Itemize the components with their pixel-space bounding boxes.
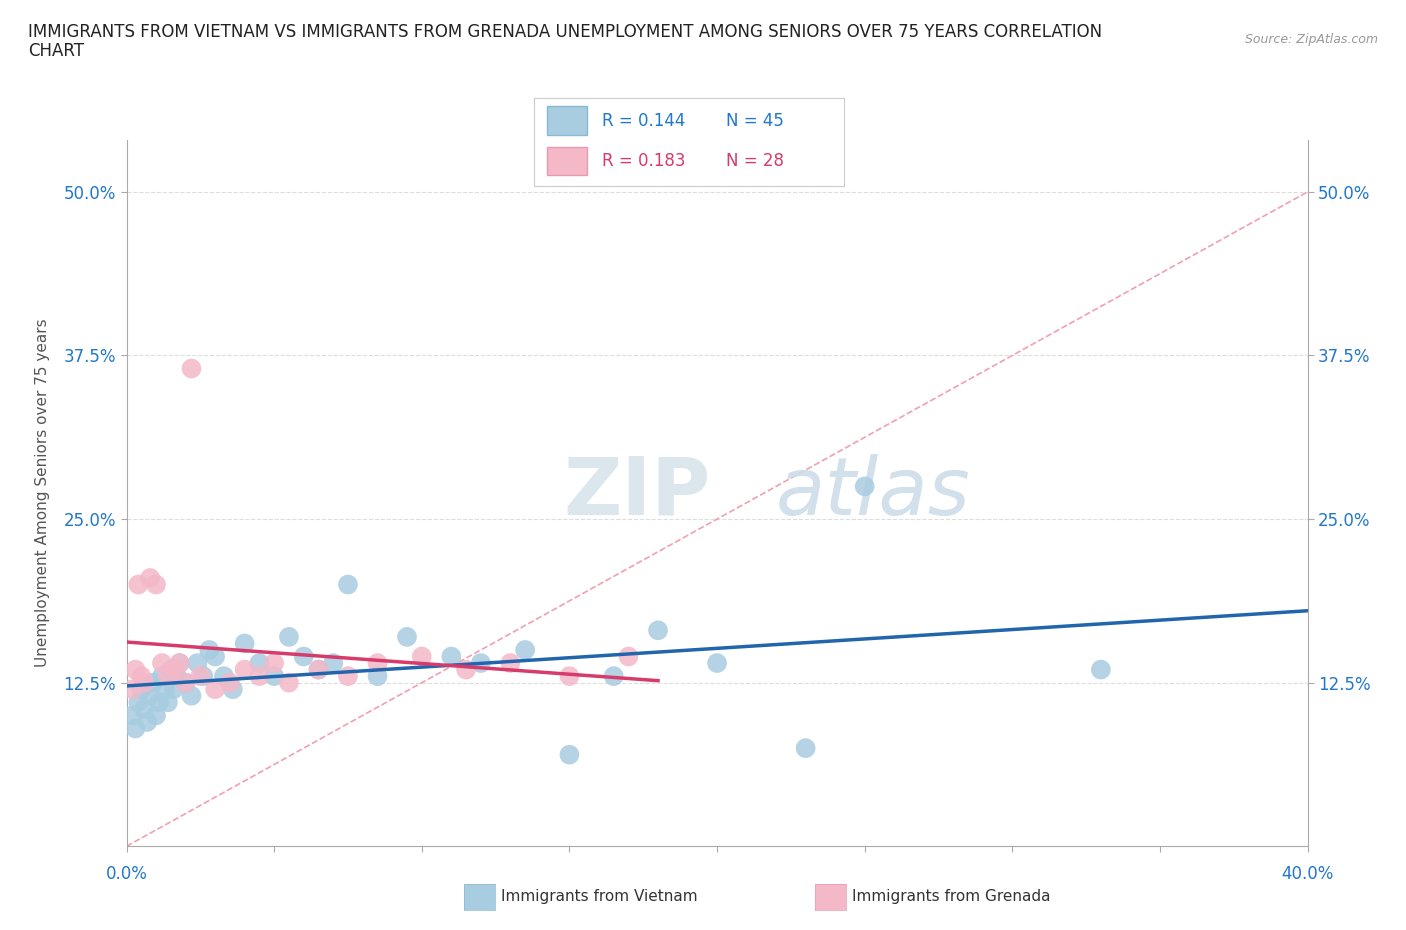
Text: 40.0%: 40.0%: [1281, 865, 1334, 883]
Text: atlas: atlas: [776, 454, 972, 532]
Point: [278, 630, 301, 644]
Point: [263, 669, 285, 684]
Point: [188, 669, 211, 684]
Point: [136, 714, 159, 729]
Point: [198, 643, 221, 658]
Point: [156, 695, 179, 710]
Point: [142, 675, 165, 690]
Text: Immigrants from Grenada: Immigrants from Grenada: [852, 889, 1050, 904]
Point: [1090, 662, 1112, 677]
FancyBboxPatch shape: [547, 107, 586, 135]
Point: [233, 636, 256, 651]
Point: [124, 662, 146, 677]
Point: [454, 662, 477, 677]
Text: ZIP: ZIP: [564, 454, 711, 532]
FancyBboxPatch shape: [547, 147, 586, 176]
Point: [292, 649, 315, 664]
Point: [247, 656, 270, 671]
Point: [129, 682, 153, 697]
Point: [212, 669, 235, 684]
Point: [193, 669, 215, 684]
Point: [440, 649, 463, 664]
Point: [127, 695, 149, 710]
Point: [204, 649, 226, 664]
Point: [174, 675, 197, 690]
Text: IMMIGRANTS FROM VIETNAM VS IMMIGRANTS FROM GRENADA UNEMPLOYMENT AMONG SENIORS OV: IMMIGRANTS FROM VIETNAM VS IMMIGRANTS FR…: [28, 23, 1102, 41]
Point: [180, 361, 202, 376]
Point: [647, 623, 669, 638]
Point: [470, 656, 492, 671]
Point: [499, 656, 522, 671]
Point: [169, 656, 191, 671]
Point: [366, 656, 388, 671]
Point: [233, 662, 256, 677]
Point: [706, 656, 728, 671]
Point: [247, 669, 270, 684]
Point: [156, 669, 179, 684]
Point: [145, 708, 167, 723]
Point: [150, 656, 173, 671]
Point: [794, 740, 817, 755]
Point: [139, 688, 162, 703]
Point: [411, 649, 433, 664]
Text: CHART: CHART: [28, 42, 84, 60]
Point: [124, 721, 146, 736]
Point: [263, 656, 285, 671]
Text: N = 45: N = 45: [725, 112, 785, 129]
Point: [322, 656, 344, 671]
Point: [558, 747, 581, 762]
Text: 0.0%: 0.0%: [105, 865, 148, 883]
Point: [617, 649, 640, 664]
Y-axis label: Unemployment Among Seniors over 75 years: Unemployment Among Seniors over 75 years: [35, 319, 49, 667]
Point: [127, 578, 149, 592]
Text: Source: ZipAtlas.com: Source: ZipAtlas.com: [1244, 33, 1378, 46]
Point: [853, 479, 876, 494]
Point: [278, 675, 301, 690]
Point: [160, 662, 183, 677]
Point: [558, 669, 581, 684]
Point: [337, 669, 360, 684]
Point: [134, 675, 156, 690]
Point: [129, 669, 153, 684]
Point: [166, 669, 188, 684]
Point: [204, 682, 226, 697]
Point: [222, 682, 245, 697]
Text: Immigrants from Vietnam: Immigrants from Vietnam: [501, 889, 697, 904]
Point: [602, 669, 624, 684]
Point: [337, 578, 360, 592]
Point: [396, 630, 419, 644]
Point: [366, 669, 388, 684]
Point: [148, 695, 170, 710]
Point: [150, 669, 173, 684]
Text: R = 0.144: R = 0.144: [602, 112, 686, 129]
Point: [163, 662, 186, 677]
Point: [174, 675, 197, 690]
Point: [515, 643, 537, 658]
Point: [145, 578, 167, 592]
Point: [163, 682, 186, 697]
Point: [121, 708, 143, 723]
Point: [180, 688, 202, 703]
Point: [134, 701, 156, 716]
Point: [186, 656, 208, 671]
Point: [307, 662, 329, 677]
Point: [121, 682, 143, 697]
Point: [307, 662, 329, 677]
Text: R = 0.183: R = 0.183: [602, 153, 686, 170]
Text: N = 28: N = 28: [725, 153, 785, 170]
Point: [153, 682, 176, 697]
Point: [139, 570, 162, 585]
Point: [169, 656, 191, 671]
Point: [218, 675, 242, 690]
